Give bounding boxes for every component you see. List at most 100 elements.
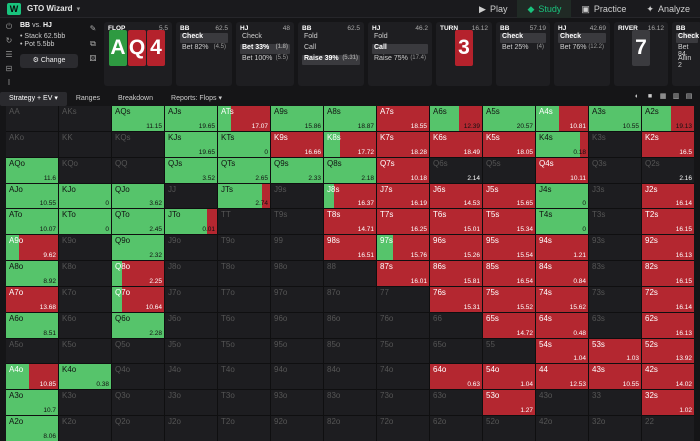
hand-cell-QTs[interactable]: QTs 2.65 [218,157,270,183]
hand-cell-94o[interactable]: 94o [271,364,323,390]
action-option[interactable]: Check [240,33,290,43]
hand-cell-J6o[interactable]: J6o [165,312,217,338]
hand-cell-96s[interactable]: 96s 15.26 [430,235,482,261]
cursor-icon[interactable]: I [7,78,11,87]
contrast-icon[interactable]: ◐ [634,93,640,100]
hand-cell-A5o[interactable]: A5o [6,338,58,364]
hand-cell-KTo[interactable]: KTo 0 [59,209,111,235]
hand-cell-93s[interactable]: 93s [589,235,641,261]
hand-cell-A2s[interactable]: A2s 19.13 [642,106,694,131]
hand-cell-A6o[interactable]: A6o 8.51 [6,312,58,338]
change-button[interactable]: ⚙ Change [20,54,78,68]
hand-cell-98o[interactable]: 98o [271,261,323,286]
hand-cell-A3s[interactable]: A3s 10.55 [589,106,641,131]
dice-icon[interactable]: ⚄ [89,54,97,63]
tab-breakdown[interactable]: Breakdown [117,95,154,102]
hand-cell-AKs[interactable]: AKs [59,106,111,131]
logo-icon[interactable]: W [7,2,21,15]
hand-cell-KJs[interactable]: KJs 19.65 [165,131,217,157]
hand-cell-95o[interactable]: 95o [271,338,323,364]
hand-cell-86s[interactable]: 86s 15.81 [430,261,482,286]
hand-cell-83o[interactable]: 83o [324,390,376,416]
action-card-7[interactable]: HJ 42.69 Check Bet 76% (12.2) [554,22,610,86]
hand-cell-84s[interactable]: 84s 0.84 [536,261,588,286]
hand-cell-K4o[interactable]: K4o 0.38 [59,364,111,390]
hand-cell-95s[interactable]: 95s 15.54 [483,235,535,261]
settings-icon[interactable]: ▤ [685,93,693,100]
hand-cell-T6o[interactable]: T6o [218,312,270,338]
hand-cell-A7s[interactable]: A7s 18.55 [377,106,429,131]
hand-cell-K9o[interactable]: K9o [59,235,111,261]
hand-cell-52s[interactable]: 52s 13.92 [642,338,694,364]
hand-cell-J6s[interactable]: J6s 14.53 [430,183,482,209]
refresh-icon[interactable]: ↻ [5,36,13,45]
hand-cell-76s[interactable]: 76s 15.31 [430,286,482,312]
hand-cell-QTo[interactable]: QTo 2.45 [112,209,164,235]
hand-cell-Q8s[interactable]: Q8s 2.18 [324,157,376,183]
hand-cell-A4o[interactable]: A4o 10.85 [6,364,58,390]
hand-cell-T8s[interactable]: T8s 14.71 [324,209,376,235]
nav-analyze[interactable]: ✦ Analyze [636,0,700,18]
hand-cell-83s[interactable]: 83s [589,261,641,286]
hand-cell-ATo[interactable]: ATo 10.07 [6,209,58,235]
hand-cell-82s[interactable]: 82s 16.15 [642,261,694,286]
hand-cell-87o[interactable]: 87o [324,286,376,312]
hand-cell-65o[interactable]: 65o [430,338,482,364]
hand-cell-A8o[interactable]: A8o 8.92 [6,261,58,286]
hand-cell-KQs[interactable]: KQs [112,131,164,157]
action-option[interactable]: Call [372,44,428,54]
hand-cell-T5o[interactable]: T5o [218,338,270,364]
hand-cell-K3o[interactable]: K3o [59,390,111,416]
hand-cell-J5o[interactable]: J5o [165,338,217,364]
hand-cell-TT[interactable]: TT [218,209,270,235]
hand-cell-53o[interactable]: 53o 1.27 [483,390,535,416]
hand-cell-64o[interactable]: 64o 0.63 [430,364,482,390]
nav-study[interactable]: ◆ Study [517,0,572,18]
hand-cell-65s[interactable]: 65s 14.72 [483,312,535,338]
hand-cell-K8s[interactable]: K8s 17.72 [324,131,376,157]
hand-cell-T8o[interactable]: T8o [218,261,270,286]
hand-cell-T6s[interactable]: T6s 15.01 [430,209,482,235]
hand-cell-K5o[interactable]: K5o [59,338,111,364]
action-option[interactable]: Fold [302,33,360,43]
hand-cell-55[interactable]: 55 [483,338,535,364]
hand-cell-A7o[interactable]: A7o 13.68 [6,286,58,312]
hand-cell-T2o[interactable]: T2o [218,416,270,441]
hand-cell-Q3o[interactable]: Q3o [112,390,164,416]
hand-cell-T4o[interactable]: T4o [218,364,270,390]
action-option[interactable]: Bet 82% (4.5) [180,44,228,54]
hand-cell-J9s[interactable]: J9s [271,183,323,209]
hand-cell-T5s[interactable]: T5s 15.34 [483,209,535,235]
hand-cell-J8o[interactable]: J8o [165,261,217,286]
hand-cell-77[interactable]: 77 [377,286,429,312]
hand-cell-33[interactable]: 33 [589,390,641,416]
hand-cell-Q2o[interactable]: Q2o [112,416,164,441]
hand-cell-53s[interactable]: 53s 1.03 [589,338,641,364]
hand-cell-ATs[interactable]: ATs 17.07 [218,106,270,131]
hand-cell-73o[interactable]: 73o [377,390,429,416]
hand-cell-97s[interactable]: 97s 15.76 [377,235,429,261]
hand-cell-63s[interactable]: 63s [589,312,641,338]
hand-cell-J3s[interactable]: J3s [589,183,641,209]
hand-cell-94s[interactable]: 94s 1.21 [536,235,588,261]
hand-cell-Q6s[interactable]: Q6s 2.14 [430,157,482,183]
action-card-1[interactable]: BB 62.5 Check Bet 82% (4.5) [176,22,232,86]
hand-cell-AQo[interactable]: AQo 11.6 [6,157,58,183]
hand-cell-74s[interactable]: 74s 15.62 [536,286,588,312]
hand-cell-76o[interactable]: 76o [377,312,429,338]
hand-cell-K3s[interactable]: K3s [589,131,641,157]
hand-cell-A6s[interactable]: A6s 12.39 [430,106,482,131]
hand-cell-JTs[interactable]: JTs 2.74 [218,183,270,209]
hand-cell-A9s[interactable]: A9s 15.86 [271,106,323,131]
hand-cell-KQo[interactable]: KQo [59,157,111,183]
action-option[interactable]: Allin 2 [676,55,698,69]
hand-cell-75s[interactable]: 75s 15.52 [483,286,535,312]
hand-cell-73s[interactable]: 73s [589,286,641,312]
hand-cell-J7s[interactable]: J7s 16.19 [377,183,429,209]
hand-cell-K2s[interactable]: K2s 16.5 [642,131,694,157]
hand-cell-T2s[interactable]: T2s 16.15 [642,209,694,235]
hand-cell-32s[interactable]: 32s 1.02 [642,390,694,416]
action-option[interactable]: Bet 33% (1.8) [240,44,290,54]
hand-cell-K5s[interactable]: K5s 18.05 [483,131,535,157]
hand-cell-Q7o[interactable]: Q7o 10.64 [112,286,164,312]
